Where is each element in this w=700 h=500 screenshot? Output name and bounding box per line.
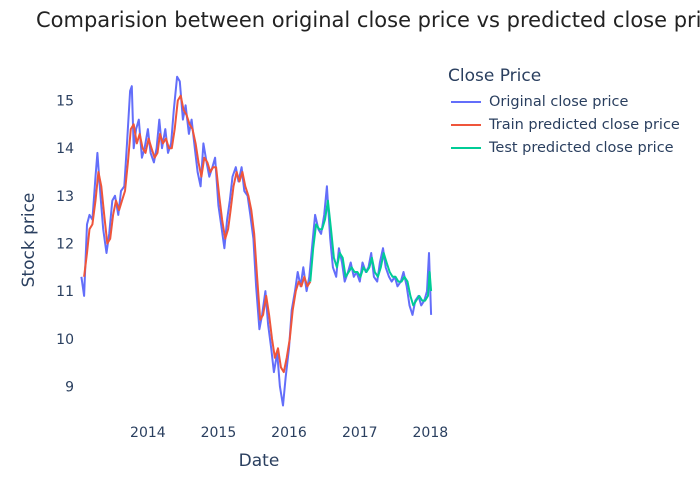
legend-swatch-train: [451, 123, 481, 126]
chart-title: Comparision between original close price…: [36, 8, 700, 32]
y-tick-label: 11: [56, 284, 74, 300]
y-axis-ticks: 9 10 11 12 13 14 15: [56, 94, 74, 396]
legend-item-train[interactable]: Train predicted close price: [447, 113, 680, 136]
x-tick-label: 2015: [201, 425, 237, 441]
x-axis-title: Date: [239, 451, 280, 471]
series-train-predicted: [83, 94, 312, 374]
legend-title: Close Price: [448, 66, 542, 86]
legend-label-test: Test predicted close price: [489, 139, 674, 156]
y-axis-title: Stock price: [19, 193, 39, 288]
x-tick-label: 2017: [342, 425, 378, 441]
series-test-predicted: [309, 199, 433, 307]
y-tick-label: 9: [65, 379, 74, 395]
series-original-close: [80, 75, 433, 407]
y-tick-label: 15: [56, 94, 74, 110]
legend-item-original[interactable]: Original close price: [447, 90, 680, 113]
x-axis-ticks: 2014 2015 2016 2017 2018: [130, 425, 448, 441]
y-tick-label: 14: [56, 141, 74, 157]
x-tick-label: 2016: [271, 425, 307, 441]
x-tick-label: 2014: [130, 425, 166, 441]
series-layer: [80, 75, 433, 407]
y-tick-label: 12: [56, 236, 74, 252]
legend-item-test[interactable]: Test predicted close price: [447, 136, 680, 159]
y-tick-label: 13: [56, 189, 74, 205]
x-tick-label: 2018: [413, 425, 449, 441]
legend-swatch-test: [451, 146, 481, 149]
legend-label-train: Train predicted close price: [489, 116, 680, 133]
legend-label-original: Original close price: [489, 93, 629, 110]
y-tick-label: 10: [56, 332, 74, 348]
legend-swatch-original: [451, 100, 481, 103]
legend: Close Price Original close price Train p…: [447, 66, 680, 159]
